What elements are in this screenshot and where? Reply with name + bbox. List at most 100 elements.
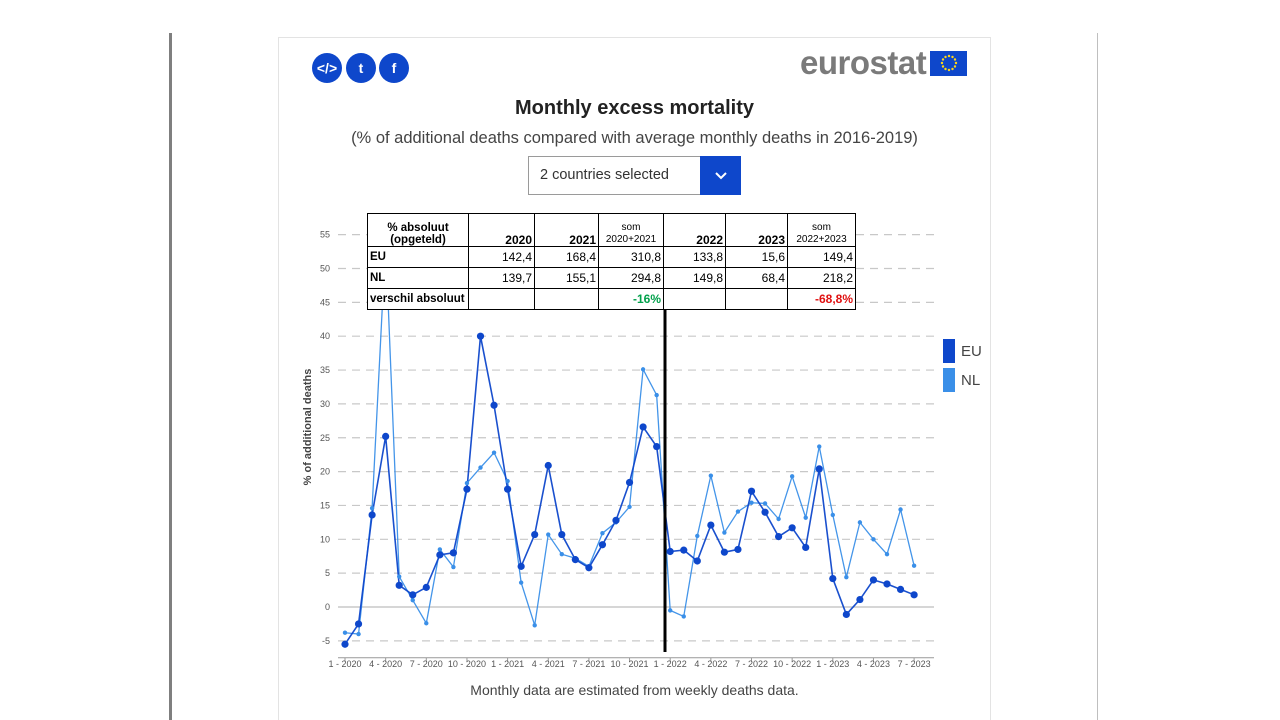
- data-point-eu: [883, 580, 891, 588]
- table-row: EU 142,4 168,4 310,8 133,8 15,6 149,4: [367, 246, 856, 268]
- data-point-nl: [708, 473, 714, 478]
- legend-label-eu: EU: [961, 342, 982, 360]
- data-point-eu: [544, 461, 552, 470]
- table-row-diff: verschil absoluut -16% -68,8%: [367, 288, 856, 310]
- data-point-nl: [559, 551, 564, 557]
- data-point-eu: [707, 521, 715, 529]
- y-tick-label: 40: [320, 331, 330, 341]
- data-point-nl: [911, 563, 917, 568]
- data-point-eu: [612, 516, 620, 524]
- x-tick-label: 7 - 2022: [735, 659, 768, 669]
- data-point-nl: [369, 505, 375, 511]
- y-tick-label: 35: [320, 365, 330, 375]
- data-point-nl: [640, 367, 646, 372]
- twitter-icon[interactable]: t: [346, 53, 376, 83]
- table-row: NL 139,7 155,1 294,8 149,8 68,4 218,2: [367, 267, 856, 289]
- data-point-eu: [720, 548, 729, 556]
- data-point-nl: [681, 614, 686, 619]
- data-point-nl: [491, 450, 497, 455]
- data-point-eu: [788, 524, 796, 532]
- data-point-nl: [762, 501, 768, 506]
- data-point-eu: [910, 591, 918, 599]
- data-point-eu: [531, 530, 539, 539]
- data-point-nl: [668, 608, 673, 613]
- y-tick-label: 55: [320, 230, 330, 240]
- footer-note: Monthly data are estimated from weekly d…: [470, 682, 799, 698]
- facebook-icon[interactable]: f: [379, 53, 409, 83]
- x-tick-label: 1 - 2021: [491, 659, 524, 669]
- chart-title: Monthly excess mortality: [515, 97, 754, 119]
- data-point-eu: [598, 541, 607, 549]
- data-point-eu: [653, 442, 661, 451]
- data-point-eu: [829, 574, 837, 583]
- y-axis-label: % of additional deaths: [302, 369, 314, 486]
- eu-flag-icon: [930, 50, 968, 76]
- legend-item-nl[interactable]: NL: [943, 368, 980, 392]
- data-point-nl: [342, 630, 348, 635]
- embed-icon[interactable]: </>: [312, 53, 342, 83]
- data-point-eu: [585, 564, 593, 572]
- country-select[interactable]: 2 countries selected: [528, 156, 741, 195]
- x-tick-label: 4 - 2022: [694, 659, 727, 669]
- data-point-eu: [747, 487, 756, 495]
- data-point-eu: [896, 585, 905, 593]
- data-point-eu: [680, 546, 688, 554]
- data-point-nl: [817, 444, 822, 449]
- chart-subtitle: (% of additional deaths compared with av…: [351, 129, 918, 147]
- diff-2022-2023: -68,8%: [787, 288, 856, 310]
- y-tick-label: 25: [320, 433, 330, 443]
- data-point-eu: [558, 530, 566, 539]
- x-tick-label: 10 - 2020: [448, 659, 486, 669]
- data-point-nl: [844, 575, 849, 580]
- y-tick-label: -5: [322, 636, 330, 646]
- table-col-2022: 2022: [663, 213, 726, 247]
- data-point-nl: [410, 598, 415, 603]
- table-col-sum2: som 2022+2023: [787, 213, 856, 247]
- x-tick-label: 10 - 2022: [773, 659, 811, 669]
- data-point-nl: [803, 515, 808, 520]
- data-point-nl: [424, 621, 429, 626]
- chart-panel: [278, 37, 991, 720]
- data-point-eu: [869, 576, 878, 584]
- data-point-nl: [356, 631, 361, 637]
- legend-item-eu[interactable]: EU: [943, 339, 982, 363]
- data-point-nl: [857, 520, 863, 525]
- right-slide-edge: [1097, 33, 1098, 720]
- y-tick-label: 15: [320, 500, 330, 510]
- data-point-eu: [490, 401, 498, 409]
- data-point-eu: [354, 620, 363, 628]
- data-point-nl: [830, 512, 835, 518]
- table-col-2020: 2020: [468, 213, 535, 247]
- data-point-eu: [436, 551, 444, 559]
- data-point-nl: [464, 480, 470, 486]
- comparison-table: % absoluut (opgeteld) 2020 2021 som 2020+2…: [367, 213, 856, 310]
- data-point-nl: [627, 504, 632, 510]
- x-tick-label: 4 - 2023: [857, 659, 890, 669]
- x-tick-label: 7 - 2020: [410, 659, 443, 669]
- eurostat-logo[interactable]: eurostat: [800, 44, 968, 82]
- table-col-2021: 2021: [534, 213, 599, 247]
- table-col-2023: 2023: [725, 213, 788, 247]
- data-point-nl: [789, 474, 795, 479]
- data-point-nl: [451, 564, 456, 570]
- data-point-eu: [775, 532, 783, 541]
- data-point-nl: [600, 531, 605, 536]
- data-point-eu: [802, 543, 810, 552]
- table-col-sum1: som 2020+2021: [598, 213, 664, 247]
- y-tick-label: 20: [320, 467, 330, 477]
- y-tick-label: 30: [320, 399, 330, 409]
- data-point-eu: [815, 465, 823, 473]
- y-tick-label: 10: [320, 534, 330, 544]
- data-point-nl: [478, 465, 483, 470]
- data-point-eu: [693, 557, 701, 565]
- x-tick-label: 7 - 2021: [572, 659, 605, 669]
- data-point-eu: [504, 485, 512, 493]
- y-tick-label: 0: [325, 602, 330, 612]
- chevron-down-icon[interactable]: [700, 156, 741, 195]
- y-tick-label: 5: [325, 568, 330, 578]
- data-point-nl: [776, 516, 781, 522]
- y-tick-label: 50: [320, 264, 330, 274]
- data-point-eu: [625, 478, 634, 487]
- facebook-glyph: f: [391, 60, 397, 76]
- x-tick-label: 4 - 2020: [369, 659, 402, 669]
